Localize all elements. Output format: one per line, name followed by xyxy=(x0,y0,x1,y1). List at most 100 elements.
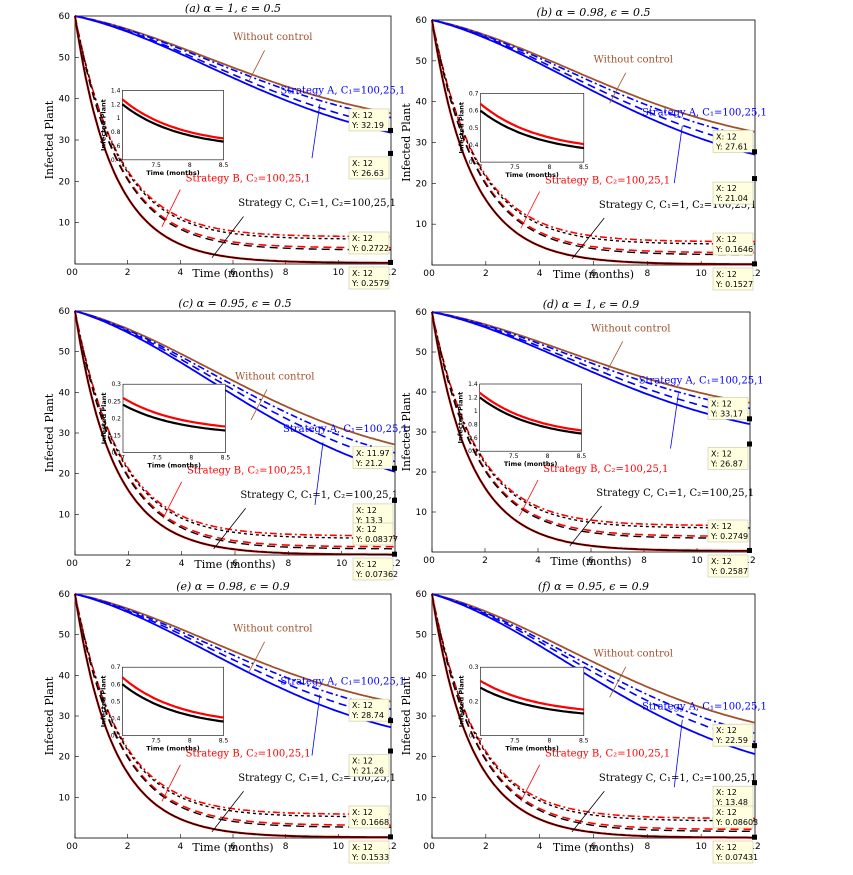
label-strategy-a: Strategy A, C₁=100,25,1 xyxy=(639,375,764,386)
datatip-y: Y: 21.04 xyxy=(715,194,748,203)
datatip-x: X: 12 xyxy=(716,184,737,193)
y-tick-label: 20 xyxy=(59,177,71,187)
datatip-marker xyxy=(388,718,393,724)
y-tick-label: 10 xyxy=(59,219,71,229)
inset-y-tick-label: 0.6 xyxy=(468,435,478,442)
series-strategy-a-solid xyxy=(431,311,751,425)
x-tick-label: 8 xyxy=(644,269,650,279)
inset-x-tick-label: 8 xyxy=(189,455,193,462)
inset-x-tick-label: 7.5 xyxy=(510,738,520,745)
label-strategy-b: Strategy B, C₂=100,25,1 xyxy=(186,749,311,760)
inset: 7 7.5 8 8.5 0.1 0.2 0.3 Time (months) Infected P… xyxy=(457,664,588,752)
inset-x-tick-label: 7.5 xyxy=(151,738,161,745)
arrow-strategy-a xyxy=(673,125,683,184)
arrow-strategy-b xyxy=(520,191,541,229)
datatip-box xyxy=(348,231,390,255)
inset-x-tick-label: 8 xyxy=(188,162,192,169)
inset-series-red xyxy=(479,679,584,711)
datatip-box xyxy=(348,156,390,180)
series-strategy-a-solid xyxy=(74,310,396,473)
series-strategy-b-dashed xyxy=(74,310,395,548)
inset-y-tick-label: 0.6 xyxy=(469,108,479,115)
x-tick-label: 10 xyxy=(336,559,348,569)
inset-y-tick-label: 1.4 xyxy=(468,381,478,388)
datatip: X: 12Y: 13.3 xyxy=(352,497,397,527)
datatip-box xyxy=(348,698,390,722)
inset-x-label: Time (months) xyxy=(504,460,558,468)
datatip-y: Y: 0.1533 xyxy=(351,853,389,862)
datatip-x: X: 12 xyxy=(352,808,373,817)
y-tick-label: 40 xyxy=(416,671,428,681)
datatip: X: 12Y: 0.08603 xyxy=(712,805,758,829)
datatip-y: Y: 0.08603 xyxy=(715,818,758,827)
datatip-marker xyxy=(747,441,752,447)
inset-y-tick-label: 0.8 xyxy=(111,129,121,136)
series-strategy-c-dashed xyxy=(431,19,755,256)
panel-a: (a) α = 1, ϵ = 0.5 0 2 4 6 8 10 12 0 10 20 30 40 50 60… xyxy=(43,2,405,290)
series-strategy-a-dashdot xyxy=(431,311,751,410)
series-strategy-a-dashed xyxy=(74,593,392,719)
series-strategy-a-dashed xyxy=(431,19,756,148)
series-strategy-a-solid xyxy=(431,593,756,755)
x-tick-label: 12 xyxy=(749,842,760,852)
y-tick-label: 20 xyxy=(59,470,71,480)
datatip-marker xyxy=(752,780,757,786)
inset-y-tick-label: 0.4 xyxy=(111,157,121,164)
inset: 7 7.5 8 8.5 0.1 0.15 0.2 0.25 0.3 Time (months) In… xyxy=(100,381,230,469)
datatip-x: X: 12 xyxy=(716,726,737,735)
datatip: X: 12Y: 0.2579 xyxy=(348,259,393,290)
label-strategy-a: Strategy A, C₁=100,25,1 xyxy=(280,677,405,688)
inset-y-tick-label: 0.6 xyxy=(111,681,121,688)
datatip-y: Y: 27.61 xyxy=(715,142,748,151)
inset: 7 7.5 8 8.5 0.3 0.4 0.5 0.6 0.7 Time (months) Infe… xyxy=(99,664,228,752)
label-strategy-a: Strategy A, C₁=100,25,1 xyxy=(280,86,405,97)
datatip: X: 12Y: 21.04 xyxy=(712,176,757,205)
datatip-marker xyxy=(747,416,752,422)
series-strategy-c-dashed xyxy=(74,310,395,550)
x-axis-label: Time (months) xyxy=(553,268,634,281)
label-strategy-a: Strategy A, C₁=100,25,1 xyxy=(283,424,408,435)
series-strategy-c-dotted xyxy=(431,593,755,822)
y-tick-label: 40 xyxy=(59,95,71,105)
datatip-x: X: 12 xyxy=(352,159,373,168)
label-without-control: Without control xyxy=(233,624,313,635)
series-strategy-b-dashed xyxy=(74,15,392,249)
arrow-strategy-a xyxy=(311,694,321,756)
inset-series-black xyxy=(479,686,584,715)
x-tick-label: 0 xyxy=(429,842,435,852)
y-axis-label: Infected Plant xyxy=(400,676,413,755)
datatip-x: X: 12 xyxy=(716,132,737,141)
inset-x-tick-label: 7 xyxy=(479,164,483,171)
x-tick-label: 2 xyxy=(125,268,131,278)
inset-x-tick-label: 8.5 xyxy=(577,453,587,460)
label-without-control: Without control xyxy=(591,323,671,334)
series-strategy-c-dotted xyxy=(74,310,395,539)
inset-box xyxy=(122,666,224,736)
datatip-x: X: 12 xyxy=(711,450,732,459)
x-tick-label: 4 xyxy=(537,842,543,852)
y-tick-label: 0 xyxy=(66,559,72,569)
series-strategy-a-solid xyxy=(74,593,392,729)
label-strategy-c: Strategy C, C₁=1, C₂=100,25,1 xyxy=(240,490,398,501)
y-tick-label: 0 xyxy=(423,842,429,852)
inset: 7 7.5 8 8.5 0.4 0.6 0.8 1 1.2 1.4 Time (months) Inf… xyxy=(99,87,228,176)
datatip-marker xyxy=(388,834,393,840)
datatip-y: Y: 21.2 xyxy=(355,459,383,468)
inset-y-tick-label: 0.8 xyxy=(468,421,478,428)
x-tick-label: 12 xyxy=(749,269,760,279)
arrow-without-control xyxy=(248,50,265,82)
datatip-marker xyxy=(392,497,397,503)
x-tick-label: 10 xyxy=(333,842,345,852)
y-tick-label: 30 xyxy=(416,712,428,722)
datatip: X: 12Y: 13.48 xyxy=(712,780,757,809)
datatip-marker xyxy=(752,176,757,182)
datatip-x: X: 12 xyxy=(352,757,373,766)
x-tick-label: 12 xyxy=(385,268,396,278)
y-tick-label: 10 xyxy=(416,793,428,803)
arrow-strategy-a xyxy=(670,393,679,449)
x-axis-label: Time (months) xyxy=(192,841,273,854)
x-tick-label: 2 xyxy=(125,559,131,569)
datatip-box xyxy=(352,522,394,546)
inset-x-tick-label: 7 xyxy=(121,455,125,462)
datatip-box xyxy=(707,554,749,578)
